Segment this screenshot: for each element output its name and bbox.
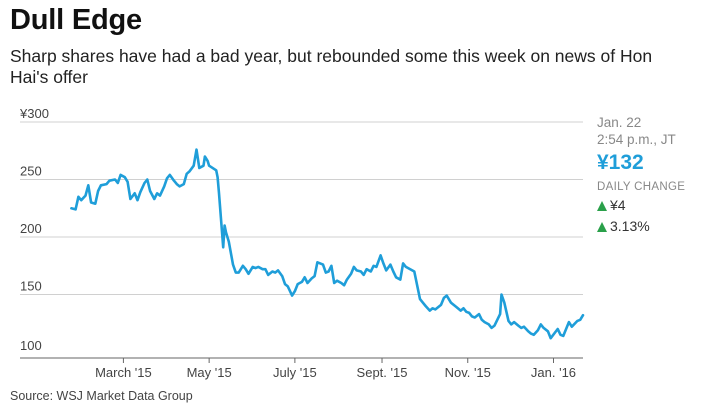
y-tick-label: 200 [20, 221, 42, 236]
current-price: ¥132 [597, 151, 644, 174]
y-axis-labels: 100 150 200 250 ¥300 [19, 106, 49, 353]
x-axis: March '15 May '15 July '15 Sept. '15 Nov. '1… [20, 357, 583, 380]
change-yen-row: ¥4 [597, 196, 707, 214]
gridlines [20, 121, 583, 295]
quote-time: 2:54 p.m., JT [597, 132, 676, 147]
y-tick-label: ¥300 [19, 106, 49, 121]
up-arrow-icon [597, 201, 607, 211]
price-summary-panel: Jan. 22 2:54 p.m., JT ¥132 DAILY CHANGE … [597, 114, 707, 235]
x-tick-label: Jan. '16 [531, 365, 576, 380]
series-group [70, 148, 585, 340]
chart-subtitle: Sharp shares have had a bad year, but re… [10, 46, 653, 87]
x-tick-label: Sept. '15 [357, 365, 408, 380]
x-tick-label: March '15 [95, 365, 152, 380]
price-line [70, 148, 585, 340]
y-tick-label: 100 [20, 338, 42, 353]
x-tick-label: July '15 [273, 365, 317, 380]
quote-date: Jan. 22 [597, 115, 642, 130]
x-tick-label: Nov. '15 [445, 365, 491, 380]
x-tick-label: May '15 [187, 365, 232, 380]
y-tick-label: 150 [20, 279, 42, 294]
change-percent-row: 3.13% [597, 217, 707, 235]
y-tick-label: 250 [20, 164, 42, 179]
daily-change-label: DAILY CHANGE [597, 181, 686, 193]
change-yen: ¥4 [610, 197, 626, 213]
source-note: Source: WSJ Market Data Group [10, 389, 193, 403]
up-arrow-icon [597, 222, 607, 232]
change-percent: 3.13% [610, 218, 650, 234]
chart-title: Dull Edge [10, 4, 142, 36]
